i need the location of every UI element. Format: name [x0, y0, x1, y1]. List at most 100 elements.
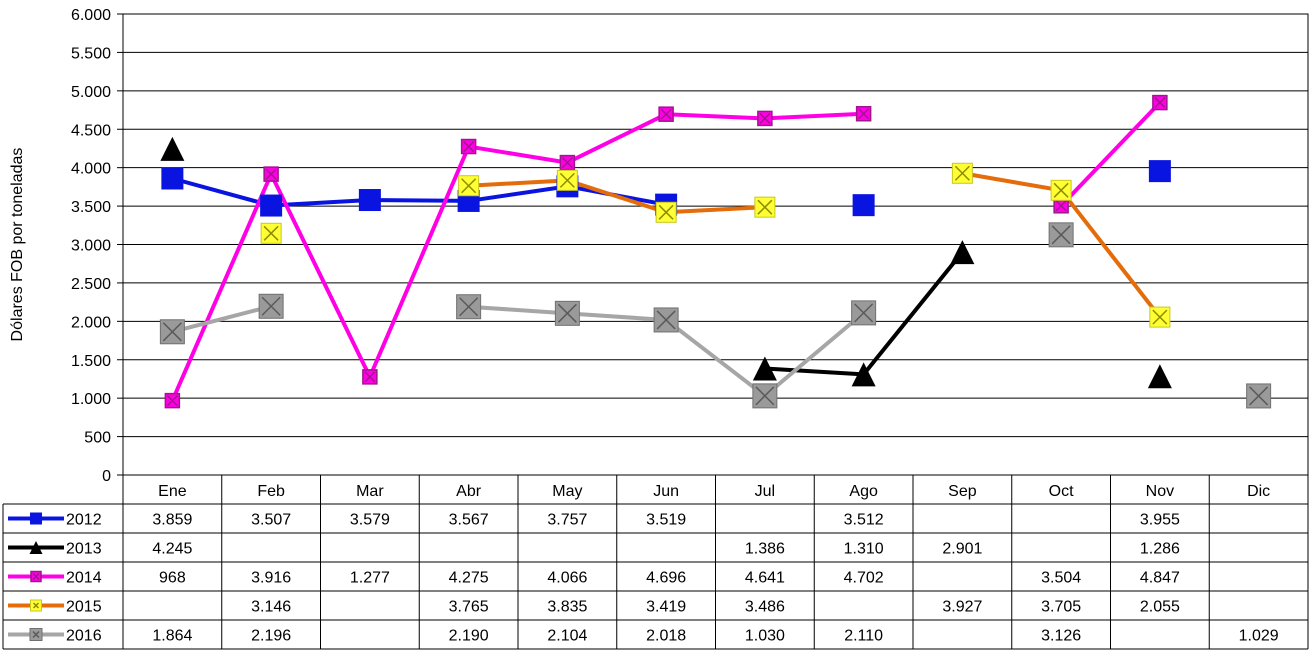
data-point-2016	[456, 294, 482, 320]
data-point-2013	[160, 136, 185, 161]
data-label-2012: 3.567	[449, 512, 489, 529]
marker-triangle	[950, 240, 975, 265]
data-label-2016: 1.030	[745, 628, 785, 645]
marker-x	[559, 172, 575, 188]
data-point-2016	[851, 300, 877, 326]
marker-triangle	[1147, 364, 1172, 389]
data-label-2015: 2.055	[1140, 599, 1180, 616]
data-point-2016	[653, 307, 679, 333]
data-point-2013	[950, 240, 975, 265]
marker-x	[759, 112, 771, 124]
data-label-2015: 3.765	[449, 599, 489, 616]
data-label-2016: 2.018	[646, 628, 686, 645]
marker-square	[260, 194, 283, 217]
legend-marker-2015	[30, 599, 42, 612]
series-line-2012	[171, 176, 667, 208]
marker-x	[32, 602, 40, 609]
y-tick-label: 3.000	[71, 238, 111, 255]
y-tick-label: 3.500	[71, 199, 111, 216]
data-point-2014	[460, 138, 477, 155]
data-label-2015: 3.705	[1041, 599, 1081, 616]
legend-label-2016: 2016	[66, 628, 102, 645]
marker-x	[261, 296, 281, 316]
data-point-2016	[258, 293, 284, 319]
legend-marker-2012	[30, 512, 42, 525]
marker-x	[364, 371, 376, 383]
series-lines	[170, 101, 1162, 402]
x-category-label: May	[552, 483, 582, 500]
marker-x	[32, 572, 40, 581]
data-label-2016: 2.104	[547, 628, 587, 645]
marker-square	[30, 512, 42, 525]
data-point-2014	[757, 110, 773, 127]
series-line-2016	[171, 304, 272, 334]
y-tick-label: 5.500	[71, 45, 111, 62]
legend-label-2012: 2012	[66, 512, 102, 529]
marker-triangle	[752, 356, 777, 381]
marker-x	[854, 303, 874, 323]
data-label-2014: 968	[159, 570, 186, 587]
legend-label-2013: 2013	[66, 541, 102, 558]
y-tick-label: 2.000	[71, 314, 111, 331]
x-category-label: Ene	[158, 483, 187, 500]
x-category-label: Nov	[1146, 483, 1174, 500]
data-point-2014	[559, 154, 576, 171]
marker-triangle	[851, 362, 876, 387]
data-point-2015	[655, 201, 677, 223]
data-label-2012: 3.757	[547, 512, 587, 529]
data-label-2016: 2.196	[251, 628, 291, 645]
marker-x	[656, 310, 676, 330]
y-tick-label: 0	[102, 468, 111, 485]
data-label-2016: 2.190	[449, 628, 489, 645]
data-label-2014: 4.066	[547, 570, 587, 587]
data-point-2012	[358, 189, 381, 212]
data-label-2014: 1.277	[350, 570, 390, 587]
data-point-2013	[752, 356, 777, 381]
data-label-2016: 2.110	[844, 628, 883, 645]
series-line-2014	[170, 111, 864, 402]
data-point-2015	[260, 222, 282, 244]
data-table: Ene Feb Mar Abr May Jun Jul Ago Sep Oct Nov Dic 2012…	[2, 474, 1309, 650]
y-axis-title: Dólares FOB por toneladas	[9, 148, 26, 342]
marker-x	[858, 108, 870, 120]
marker-triangle	[160, 136, 185, 161]
data-point-2015	[951, 162, 973, 184]
data-point-2014	[855, 105, 872, 122]
data-label-2014: 4.641	[745, 570, 785, 587]
data-label-2012: 3.512	[844, 512, 884, 529]
data-point-2015	[556, 169, 578, 191]
data-point-2012	[852, 194, 875, 217]
legend-label-2014: 2014	[66, 570, 102, 587]
data-label-2016: 1.864	[152, 628, 192, 645]
data-point-2015	[458, 175, 480, 197]
data-label-2014: 3.504	[1041, 570, 1081, 587]
x-category-label: Abr	[456, 483, 482, 500]
data-point-2012	[1148, 160, 1171, 183]
data-point-2013	[851, 362, 876, 387]
marker-x	[265, 168, 277, 180]
data-label-2012: 3.507	[251, 512, 291, 529]
data-point-2013	[1147, 364, 1172, 389]
y-tick-label: 2.500	[71, 276, 111, 293]
marker-x	[1154, 97, 1166, 109]
data-point-2014	[1152, 94, 1168, 111]
data-label-2012: 3.519	[646, 512, 686, 529]
data-label-2014: 4.275	[449, 570, 489, 587]
data-label-2015: 3.927	[942, 599, 982, 616]
data-label-2013: 1.310	[844, 541, 884, 558]
x-category-label: Sep	[948, 483, 977, 500]
data-label-2015: 3.835	[547, 599, 587, 616]
y-axis: 6.000 5.500 5.000 4.500 4.000 3.500 3.000 2.500…	[71, 7, 123, 485]
data-label-2014: 4.847	[1140, 570, 1180, 587]
marker-x	[162, 322, 182, 342]
gridlines	[122, 13, 1309, 476]
marker-x	[1053, 182, 1069, 198]
data-label-2015: 3.419	[646, 599, 686, 616]
series-line-2014	[1059, 101, 1162, 208]
marker-square	[852, 194, 875, 217]
data-label-2014: 4.702	[844, 570, 884, 587]
data-label-2015: 3.486	[745, 599, 785, 616]
data-point-2016	[752, 383, 778, 409]
data-point-2015	[1050, 179, 1072, 201]
marker-x	[658, 204, 674, 220]
